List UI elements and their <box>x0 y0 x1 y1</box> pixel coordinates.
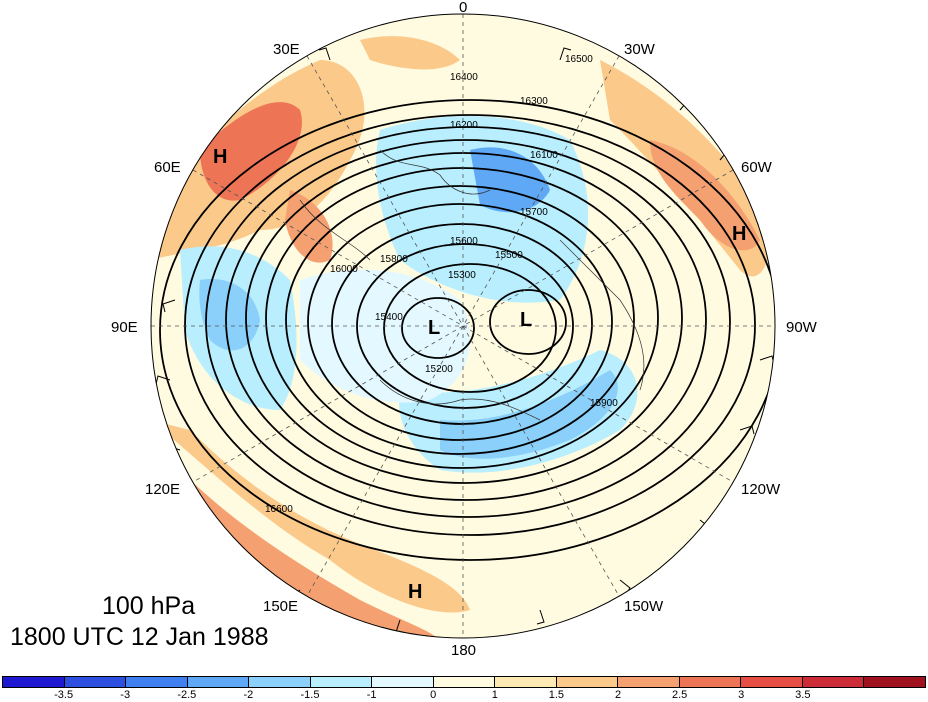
colorbar-segment <box>3 677 65 687</box>
longitude-label: 120W <box>741 481 781 498</box>
contour-label: 15500 <box>495 250 523 261</box>
colorbar-segment <box>433 677 496 687</box>
colorbar-segment <box>310 677 373 687</box>
colorbar-segment <box>64 677 127 687</box>
colorbar-tick-label: 1 <box>491 689 498 701</box>
coastlines <box>299 149 645 421</box>
colorbar-tick-label: -2.5 <box>177 689 197 701</box>
longitude-label: 150E <box>263 598 299 615</box>
high-center-label: H <box>213 146 227 168</box>
contour-label: 16000 <box>330 264 358 275</box>
colorbar-tick-label: -1 <box>366 689 377 701</box>
high-center-label: H <box>408 581 422 603</box>
longitude-label: 150W <box>624 598 664 615</box>
contour-label: 15600 <box>450 236 478 247</box>
contour-label: 15800 <box>380 254 408 265</box>
colorbar <box>2 676 926 688</box>
contour-label: 16500 <box>565 54 593 65</box>
colorbar-tick-label: 3.5 <box>795 689 811 701</box>
contour-label: 15700 <box>520 207 548 218</box>
colorbar-tick-label: 3 <box>738 689 745 701</box>
colorbar-segment <box>741 677 803 687</box>
height-contours <box>159 99 775 561</box>
contour-label: 15900 <box>590 398 618 409</box>
contour-label: 15200 <box>425 364 453 375</box>
longitude-label: 60E <box>154 159 181 176</box>
contour-label: 16100 <box>530 150 558 161</box>
colorbar-tick-label: -3.5 <box>54 689 74 701</box>
colorbar-segment <box>556 677 619 687</box>
colorbar-tick-label: 2.5 <box>671 689 688 701</box>
contour-label: 15300 <box>448 270 476 281</box>
contour-label-group: 16500 16400 16300 16200 16100 16000 1590… <box>265 54 618 515</box>
colorbar-tick-label: 1.5 <box>548 689 565 701</box>
colorbar-segment <box>126 677 188 687</box>
colorbar-segment <box>372 677 434 687</box>
globe-outline <box>150 13 776 639</box>
longitude-label: 90E <box>111 319 138 336</box>
graticule <box>151 14 775 638</box>
contour-label: 16600 <box>265 504 293 515</box>
colorbar-segment <box>249 677 311 687</box>
longitude-label: 0 <box>459 0 468 16</box>
colorbar-segment <box>495 677 557 687</box>
colorbar-tick-label: -1.5 <box>300 689 320 701</box>
colorbar-tick-label: -2 <box>243 689 254 701</box>
longitude-label: 30W <box>624 41 655 58</box>
colorbar-segment <box>802 677 865 687</box>
low-center-label: L <box>428 317 440 339</box>
contour-label: 16200 <box>450 120 478 131</box>
colorbar-tick-label: -3 <box>120 689 131 701</box>
pressure-centers: H H H L L <box>213 146 746 603</box>
polar-map: 16500 16400 16300 16200 16100 16000 1590… <box>150 13 776 639</box>
low-center-label: L <box>520 309 532 331</box>
high-center-label: H <box>732 223 746 245</box>
contour-label: 16300 <box>520 96 548 107</box>
longitude-label: 60W <box>741 159 772 176</box>
colorbar-segment <box>864 677 925 687</box>
colorbar-tick-label: 0 <box>430 689 437 701</box>
colorbar-segment <box>187 677 250 687</box>
longitude-label: 180 <box>451 642 477 659</box>
valid-time-title: 1800 UTC 12 Jan 1988 <box>10 623 269 651</box>
contour-label: 15400 <box>375 312 403 323</box>
contour-label: 16400 <box>450 72 478 83</box>
colorbar-segment <box>618 677 680 687</box>
longitude-label: 30E <box>273 41 300 58</box>
pressure-level-title: 100 hPa <box>102 592 196 620</box>
colorbar-segment <box>679 677 742 687</box>
longitude-label: 120E <box>145 481 181 498</box>
colorbar-tick-label: 2 <box>614 689 622 701</box>
longitude-label: 90W <box>786 319 817 336</box>
